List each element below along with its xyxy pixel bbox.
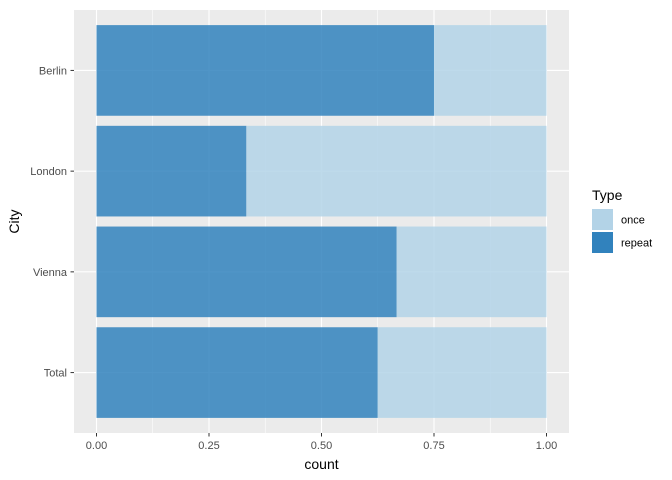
legend-key-repeat [592,232,613,253]
bar-once-berlin [434,25,547,116]
bar-repeat-total [96,327,378,418]
y-tick-label: Berlin [39,65,67,77]
legend-label-once: once [621,215,645,227]
x-tick-label: 0.00 [86,440,107,452]
bar-repeat-london [96,125,247,217]
legend-key-once [592,209,613,230]
bar-repeat-berlin [96,25,434,116]
bar-once-vienna [396,226,547,318]
y-tick-label: Vienna [33,267,68,279]
y-axis: Total Vienna London Berlin [30,65,74,380]
bar-once-total [377,327,547,418]
x-tick-label: 0.50 [311,440,332,452]
x-tick-label: 1.00 [536,440,557,452]
legend-label-repeat: repeat [621,238,652,250]
x-axis-title: count [304,456,338,472]
legend-items: once repeat [592,209,652,253]
x-axis: 0.00 0.25 0.50 0.75 1.00 [86,433,557,452]
legend-title: Type [592,187,623,203]
y-tick-label: London [30,166,67,178]
x-tick-label: 0.25 [198,440,219,452]
y-tick-label: Total [44,368,67,380]
bar-repeat-vienna [96,226,397,318]
legend: Type once repeat [592,187,652,253]
x-tick-label: 0.75 [423,440,444,452]
bar-once-london [246,125,547,217]
y-axis-title: City [6,209,22,233]
bars [96,25,547,418]
